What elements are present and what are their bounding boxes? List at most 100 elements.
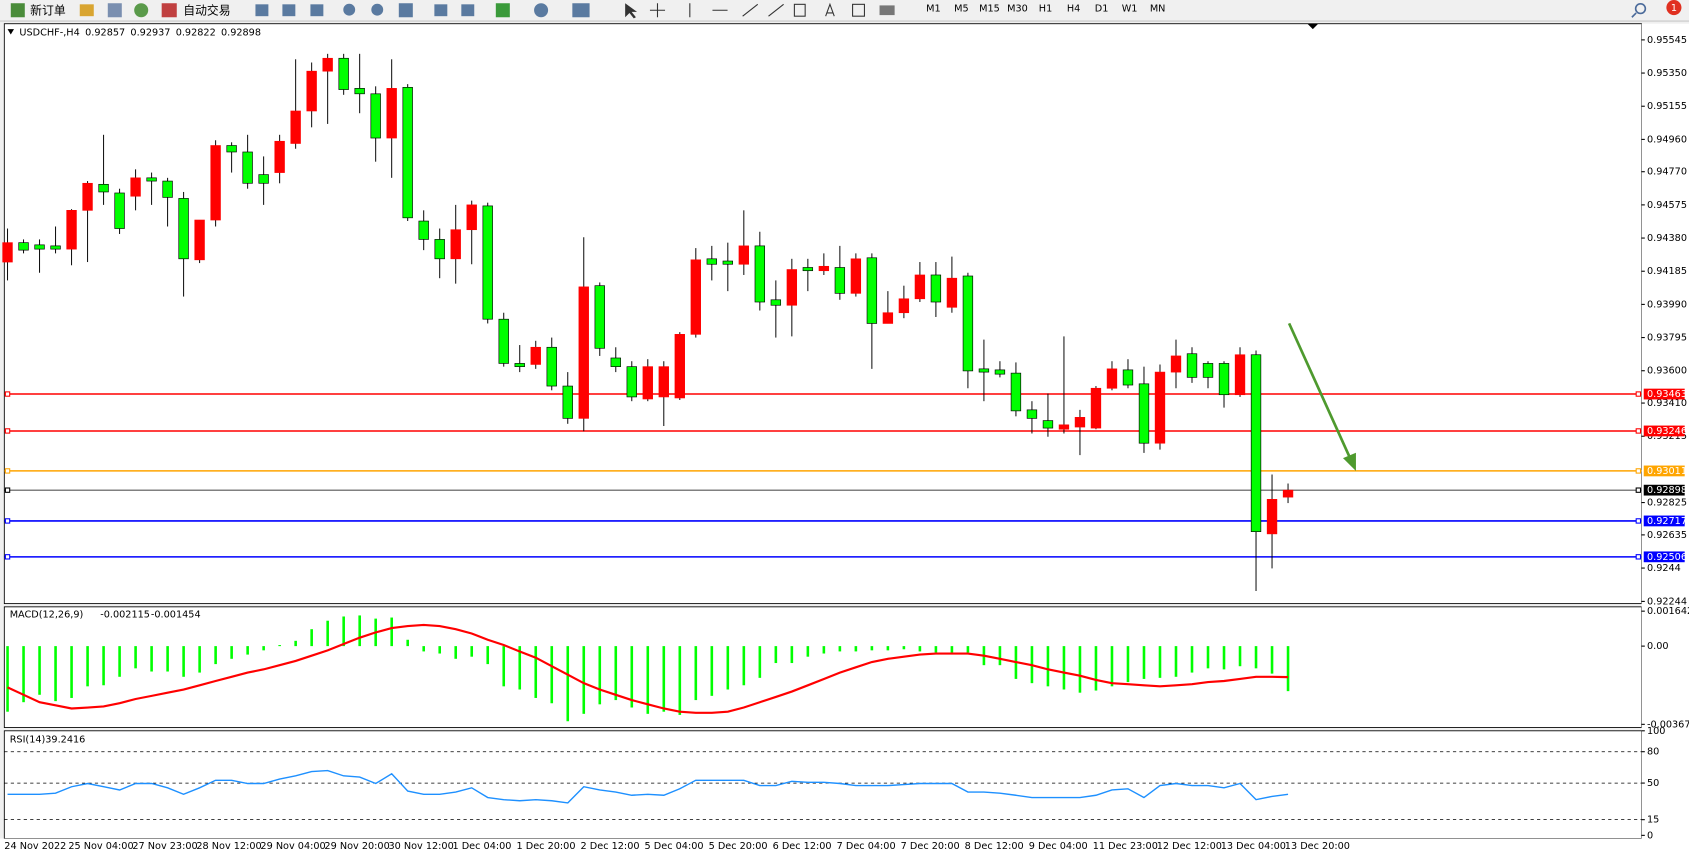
candle-body [610, 357, 621, 367]
timeframe-button[interactable]: MN [1150, 4, 1166, 15]
timeframe-button[interactable]: M1 [926, 4, 941, 15]
candle-body [418, 220, 429, 240]
y-tick-label: 0.94575 [1647, 200, 1687, 211]
plots: 0.95545 0.95350 0.95155 0.94960 0.94770 0.945… [2, 27, 1689, 852]
toolbar-icon[interactable] [793, 3, 806, 17]
toolbar-icon[interactable] [343, 3, 356, 16]
histogram-bar [1142, 646, 1146, 679]
toolbar-icon[interactable] [310, 4, 324, 17]
y-tick-label: 0.94770 [1647, 167, 1687, 178]
histogram-bar [86, 646, 89, 687]
candle-body [146, 177, 157, 182]
level-handle [4, 391, 11, 397]
x-tick-label: 8 Dec 12:00 [965, 841, 1024, 852]
timeframe-button[interactable]: M5 [954, 4, 969, 15]
candle-body [850, 258, 862, 294]
candle-body [386, 88, 397, 139]
y-tick-label: 0.93795 [1647, 333, 1687, 344]
x-tick-label: 28 Nov 12:00 [196, 841, 261, 852]
candle-body [482, 205, 493, 320]
cursor-tool[interactable] [625, 3, 638, 19]
timeframe-button[interactable]: H4 [1067, 4, 1080, 15]
histogram-bar [246, 646, 249, 655]
candle-body [1218, 363, 1230, 396]
candle-body [466, 204, 477, 231]
histogram-bar [726, 646, 730, 690]
y-tick-label: 15 [1647, 815, 1659, 826]
toolbar-icon[interactable] [134, 3, 149, 18]
histogram-bar [54, 646, 57, 702]
candle-body [1026, 409, 1038, 419]
ohlc-value: 0.92898 [221, 27, 261, 38]
candle-body [322, 57, 333, 72]
toolbar-icon[interactable] [398, 3, 413, 18]
histogram-bar [406, 639, 409, 647]
histogram-bar [614, 646, 618, 701]
histogram-bar [1078, 646, 1082, 693]
candle-body [930, 274, 942, 303]
auto-trading-button[interactable]: 自动交易 [183, 3, 230, 17]
timeframe-button[interactable]: M30 [1007, 4, 1028, 15]
toolbar-icon[interactable] [255, 4, 269, 17]
new-order-icon[interactable] [10, 3, 25, 18]
candle-body [770, 299, 782, 306]
candle-body [594, 285, 605, 349]
y-tick-label: 0.92244 [1647, 596, 1687, 607]
candle-body [1282, 489, 1294, 498]
chart-shift-marker[interactable] [1307, 23, 1319, 30]
candle-body [546, 346, 557, 387]
timeframe-button[interactable]: M15 [979, 4, 1000, 15]
menu-arrow[interactable] [7, 29, 15, 35]
toolbar-icon[interactable] [79, 4, 94, 17]
level-label: 0.92898 [1647, 485, 1687, 496]
auto-trading-icon[interactable] [161, 3, 177, 18]
histogram-bar [102, 646, 105, 686]
histogram-bar [758, 646, 762, 678]
candle-body [994, 369, 1006, 375]
toolbar-icon[interactable] [495, 3, 510, 18]
label-tool[interactable] [852, 3, 865, 17]
toolbar-icon[interactable] [461, 4, 475, 17]
candle-body [210, 145, 221, 221]
toolbar-icon[interactable] [371, 3, 384, 16]
x-tick-label: 29 Nov 04:00 [260, 841, 325, 852]
level-handle [4, 468, 11, 474]
candle-body [1234, 354, 1246, 396]
histogram-bar [1206, 646, 1210, 669]
histogram-bar [870, 646, 874, 651]
timeframe-button[interactable]: D1 [1095, 4, 1109, 15]
histogram-bar [310, 629, 313, 647]
timeframe-button[interactable]: H1 [1039, 4, 1052, 15]
new-order-button[interactable]: 新订单 [30, 3, 66, 17]
histogram-bar [1190, 646, 1194, 673]
toolbar-icon[interactable] [534, 3, 549, 18]
histogram-bar [550, 646, 554, 704]
text-tool[interactable] [825, 2, 835, 17]
search-icon[interactable] [1634, 2, 1647, 15]
candle-body [498, 318, 509, 364]
candle-body [338, 57, 349, 90]
line-tools[interactable] [689, 3, 784, 18]
y-tick-label: 0.001642 [1647, 606, 1689, 617]
histogram-bar [230, 646, 233, 659]
crosshair-tool[interactable] [649, 3, 666, 18]
level-handle [4, 428, 11, 434]
toolbar-icon[interactable] [879, 5, 895, 16]
price-axis [1641, 23, 1689, 858]
candle-body [66, 210, 77, 250]
histogram-bar [6, 646, 9, 712]
x-tick-label: 27 Nov 23:00 [132, 841, 197, 852]
notification-badge[interactable] [1666, 0, 1682, 16]
x-tick-label: 30 Nov 12:00 [388, 841, 453, 852]
histogram-bar [390, 617, 393, 647]
toolbar-icon[interactable] [434, 4, 448, 17]
toolbar-icon[interactable] [572, 3, 590, 18]
toolbar-icon[interactable] [282, 4, 296, 17]
candle-body [1266, 499, 1278, 535]
timeframe-button[interactable]: W1 [1122, 4, 1138, 15]
histogram-bar [70, 646, 73, 698]
y-tick-label: 0.93600 [1647, 366, 1687, 377]
toolbar-icon[interactable] [107, 3, 122, 18]
y-tick-label: 0.92825 [1647, 498, 1687, 509]
histogram-bar [422, 646, 425, 652]
